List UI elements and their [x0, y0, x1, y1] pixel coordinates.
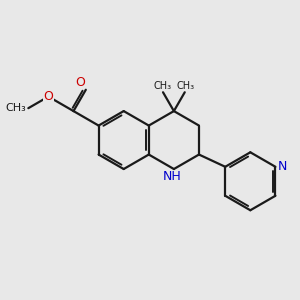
Text: O: O — [75, 76, 85, 88]
Text: CH₃: CH₃ — [176, 81, 194, 91]
Text: CH₃: CH₃ — [153, 81, 172, 91]
Text: CH₃: CH₃ — [6, 103, 27, 113]
Text: O: O — [44, 90, 53, 103]
Text: NH: NH — [163, 170, 182, 184]
Text: N: N — [278, 160, 287, 173]
